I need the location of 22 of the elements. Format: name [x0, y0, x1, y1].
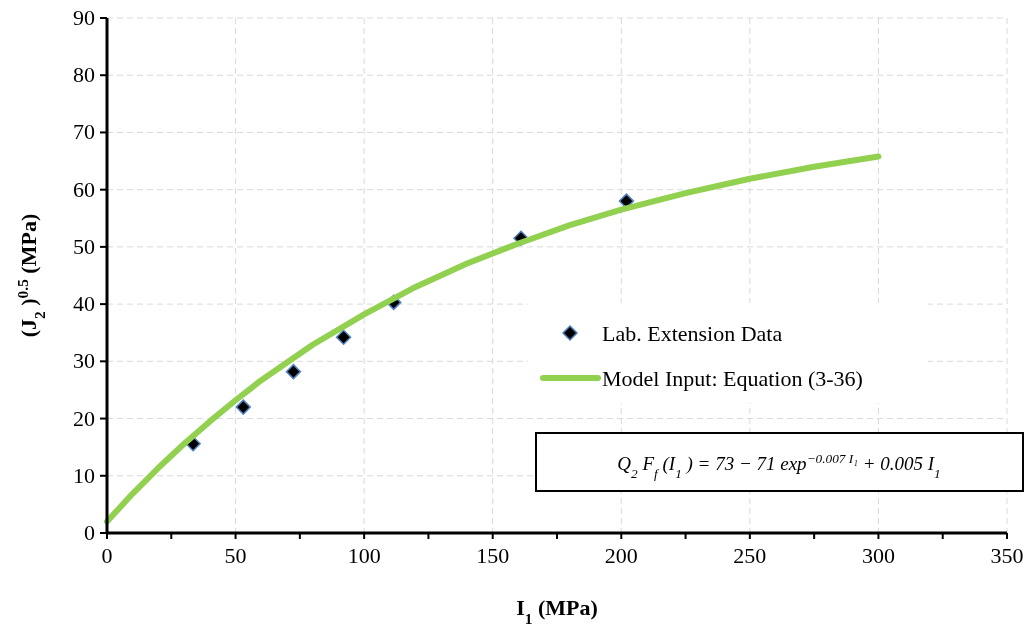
y-tick-label: 80: [73, 62, 95, 88]
y-tick-label: 60: [73, 176, 95, 202]
x-tick-label: 250: [733, 543, 767, 568]
y-tick-label: 50: [73, 233, 95, 259]
y-tick-label: 30: [73, 348, 95, 374]
x-tick-label: 350: [990, 543, 1024, 568]
x-tick-label: 100: [347, 543, 381, 568]
y-tick-label: 20: [73, 405, 95, 431]
x-tick-label: 50: [224, 543, 247, 568]
text: Q$_{2}$ F$_{f}$(I$_{1}$) = 73 − 71 exp$^{−0.007 I₁}$ + 0.005 I$_{1}$: [617, 450, 941, 481]
x-tick-label: 150: [476, 543, 510, 568]
y-tick-label: 70: [73, 119, 95, 145]
x-axis-title: I$_{1}$ (MPa): [516, 595, 598, 627]
legend-label: Lab. Extension Data: [602, 321, 783, 346]
y-tick-label: 40: [73, 291, 95, 317]
x-tick-label: 200: [604, 543, 638, 568]
x-tick-label: 0: [101, 543, 113, 568]
y-tick-label: 0: [84, 520, 95, 545]
legend-label: Model Input: Equation (3-36): [602, 366, 863, 391]
y-tick-label: 90: [73, 5, 95, 30]
y-tick-label: 10: [73, 462, 95, 488]
x-tick-label: 300: [861, 543, 895, 568]
